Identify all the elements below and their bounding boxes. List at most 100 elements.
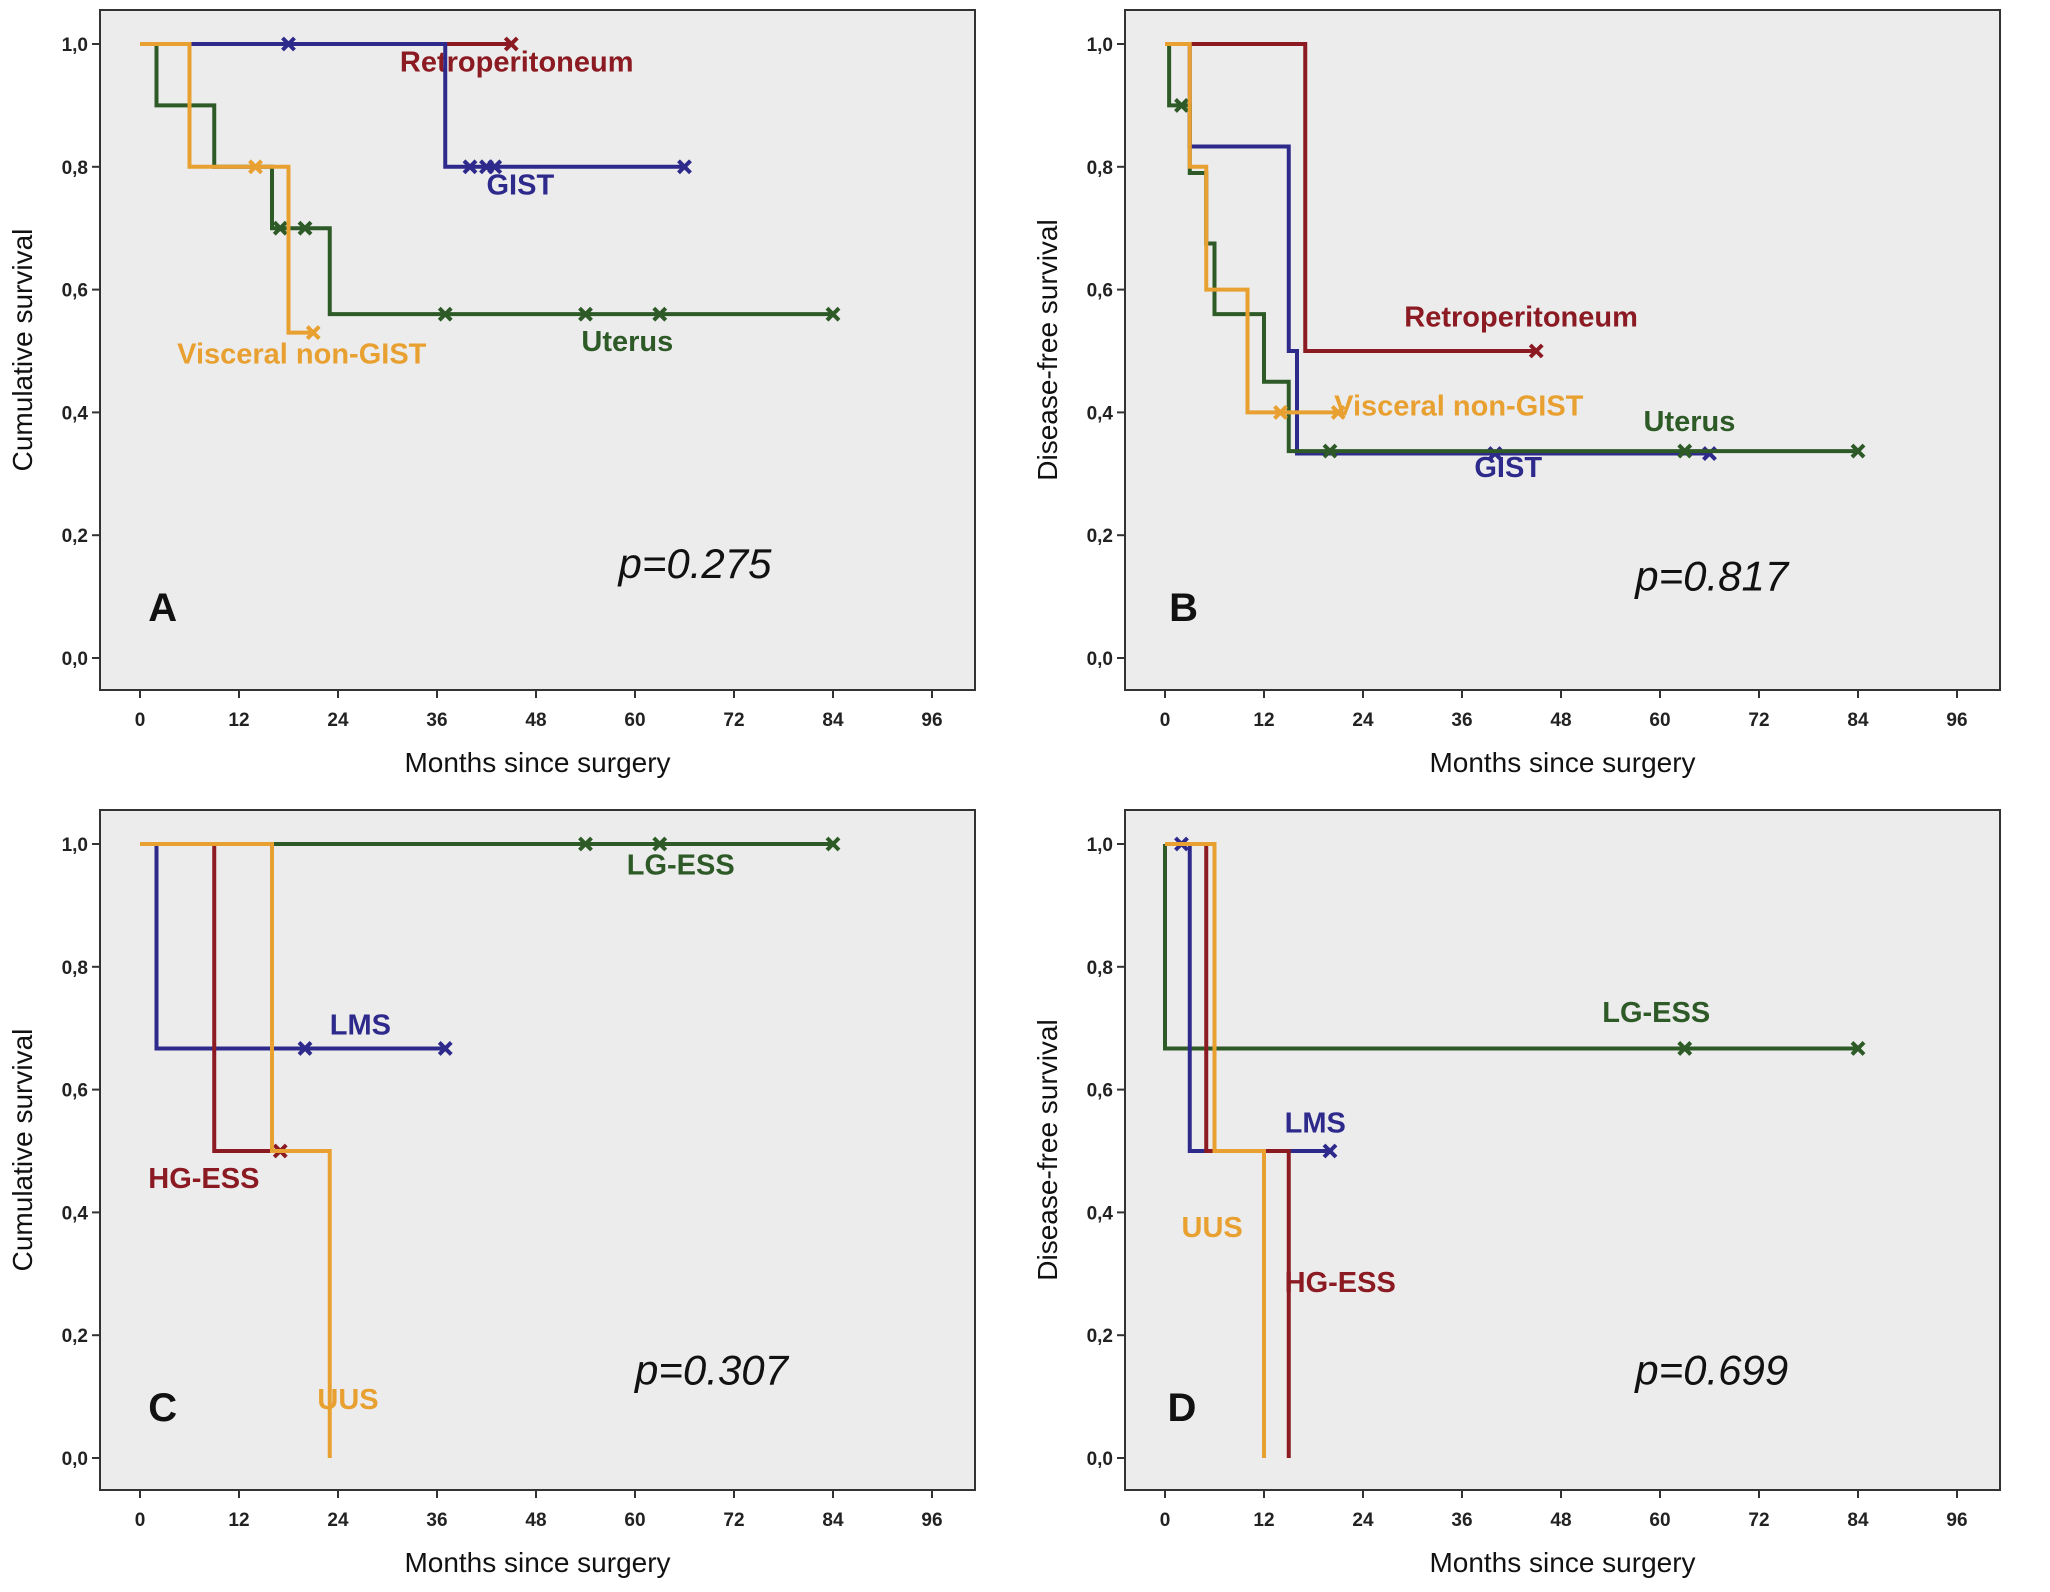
x-tick-label: 12 — [228, 710, 249, 731]
x-tick-label: 84 — [1847, 710, 1869, 731]
series-label: Uterus — [581, 326, 673, 358]
series-line-gist — [140, 42, 685, 169]
x-axis-label: Months since surgery — [1429, 1547, 1695, 1578]
series-label: HG-ESS — [148, 1163, 259, 1195]
y-tick-label: 0,4 — [1087, 403, 1114, 424]
censor-mark — [1677, 1041, 1693, 1056]
y-tick-label: 0,8 — [62, 958, 88, 979]
censor-mark — [578, 306, 593, 322]
x-tick-label: 48 — [1550, 1510, 1571, 1531]
censor-mark — [272, 220, 288, 236]
y-axis-label: Disease-free survival — [1032, 219, 1063, 480]
x-tick-label: 24 — [327, 1510, 349, 1531]
series-label: LMS — [330, 1009, 391, 1041]
censor-mark — [652, 306, 668, 322]
censor-mark — [487, 159, 503, 175]
censor-mark — [1322, 443, 1338, 459]
panel-letter: D — [1167, 1386, 1196, 1430]
series-label: GIST — [487, 169, 555, 201]
x-tick-label: 72 — [1748, 1510, 1769, 1531]
y-tick-label: 1,0 — [62, 35, 88, 56]
panel-c: 0,0 0,2 0,4 0,6 0,8 1,0 0 12 24 36 48 60 72 84 96 Month… — [0, 800, 1025, 1592]
series-line-visceral-non-gist — [140, 42, 314, 335]
plot-frame — [99, 9, 976, 691]
series-label: Retroperitoneum — [400, 47, 634, 79]
p-value: p=0.307 — [633, 1346, 790, 1393]
censor-mark — [1273, 404, 1288, 420]
p-value: p=0.817 — [1633, 552, 1790, 599]
censor-mark — [1330, 404, 1346, 420]
censor-mark — [1677, 443, 1693, 459]
y-tick-label: 0,4 — [1087, 1203, 1114, 1224]
x-tick-label: 24 — [327, 710, 349, 731]
series-line-lg-ess — [1163, 844, 1858, 1051]
x-tick-label: 60 — [1649, 710, 1670, 731]
km-chart-d: 0,0 0,2 0,4 0,6 0,8 1,0 0 12 24 36 48 60 72 84 96 Month… — [1032, 809, 2001, 1578]
y-tick-label: 0,4 — [62, 403, 89, 424]
y-tick-label: 0,0 — [62, 1449, 88, 1470]
y-tick-label: 1,0 — [1087, 35, 1113, 56]
series-label: HG-ESS — [1285, 1267, 1396, 1299]
censor-mark — [1850, 443, 1866, 459]
x-tick-label: 0 — [1160, 710, 1171, 731]
censor-mark — [1528, 343, 1544, 359]
panel-d: 0,0 0,2 0,4 0,6 0,8 1,0 0 12 24 36 48 60 72 84 96 Month… — [1025, 800, 2050, 1592]
y-tick-label: 0,6 — [62, 281, 88, 302]
x-tick-label: 36 — [426, 710, 447, 731]
y-axis-label: Disease-free survival — [1032, 1019, 1063, 1280]
x-tick-label: 72 — [723, 710, 744, 731]
x-tick-label: 48 — [525, 1510, 546, 1531]
x-axis-label: Months since surgery — [1429, 747, 1695, 778]
series-label: UUS — [1182, 1212, 1243, 1244]
y-tick-label: 0,0 — [62, 649, 88, 670]
panel-a: 0,0 0,2 0,4 0,6 0,8 1,0 0 12 24 36 48 60 72 84 96 Month… — [0, 0, 1025, 792]
x-tick-label: 60 — [1649, 1510, 1670, 1531]
x-tick-label: 0 — [135, 710, 146, 731]
x-tick-label: 84 — [822, 1510, 844, 1531]
series-label: Visceral non-GIST — [177, 338, 427, 370]
x-tick-label: 84 — [1847, 1510, 1869, 1531]
x-tick-label: 72 — [723, 1510, 744, 1531]
series-label: Uterus — [1644, 406, 1736, 438]
x-tick-label: 96 — [921, 710, 942, 731]
y-axis-label: Cumulative survival — [7, 229, 38, 472]
x-tick-label: 0 — [1160, 1510, 1171, 1531]
x-tick-label: 24 — [1352, 710, 1374, 731]
series-label: Visceral non-GIST — [1334, 390, 1584, 422]
y-tick-label: 0,8 — [1087, 158, 1113, 179]
x-tick-label: 72 — [1748, 710, 1769, 731]
y-tick-label: 1,0 — [62, 835, 88, 856]
x-tick-label: 12 — [228, 1510, 249, 1531]
p-value: p=0.699 — [1633, 1346, 1788, 1393]
censor-mark — [1174, 97, 1189, 113]
censor-mark — [297, 1041, 313, 1056]
censor-mark — [437, 1041, 453, 1056]
x-axis-label: Months since surgery — [404, 747, 670, 778]
censor-mark — [248, 159, 263, 175]
series-label: LG-ESS — [1602, 997, 1710, 1029]
series-line-retroperitoneum — [1165, 42, 1537, 353]
km-chart-b: 0,0 0,2 0,4 0,6 0,8 1,0 0 12 24 36 48 60 72 84 96 Month… — [1032, 9, 2001, 778]
x-tick-label: 36 — [426, 1510, 447, 1531]
x-tick-label: 48 — [525, 710, 546, 731]
x-tick-label: 60 — [624, 710, 645, 731]
plot-frame — [1124, 9, 2001, 691]
y-tick-label: 0,2 — [1087, 526, 1113, 547]
censor-mark — [462, 159, 478, 175]
x-tick-label: 12 — [1253, 710, 1274, 731]
censor-mark — [652, 836, 668, 852]
panel-letter: A — [148, 586, 177, 630]
series-line-visceral-non-gist — [1165, 42, 1339, 415]
censor-mark — [281, 36, 296, 52]
km-chart-c: 0,0 0,2 0,4 0,6 0,8 1,0 0 12 24 36 48 60 72 84 96 Month… — [7, 809, 976, 1578]
y-tick-label: 0,6 — [62, 1081, 88, 1102]
panel-letter: B — [1169, 586, 1198, 630]
y-tick-label: 0,6 — [1087, 1081, 1113, 1102]
x-tick-label: 96 — [921, 1510, 942, 1531]
censor-mark — [1850, 1041, 1866, 1056]
y-axis-label: Cumulative survival — [7, 1029, 38, 1272]
censor-mark — [578, 836, 593, 852]
y-tick-label: 0,2 — [1087, 1326, 1113, 1347]
x-tick-label: 24 — [1352, 1510, 1374, 1531]
x-tick-label: 12 — [1253, 1510, 1274, 1531]
